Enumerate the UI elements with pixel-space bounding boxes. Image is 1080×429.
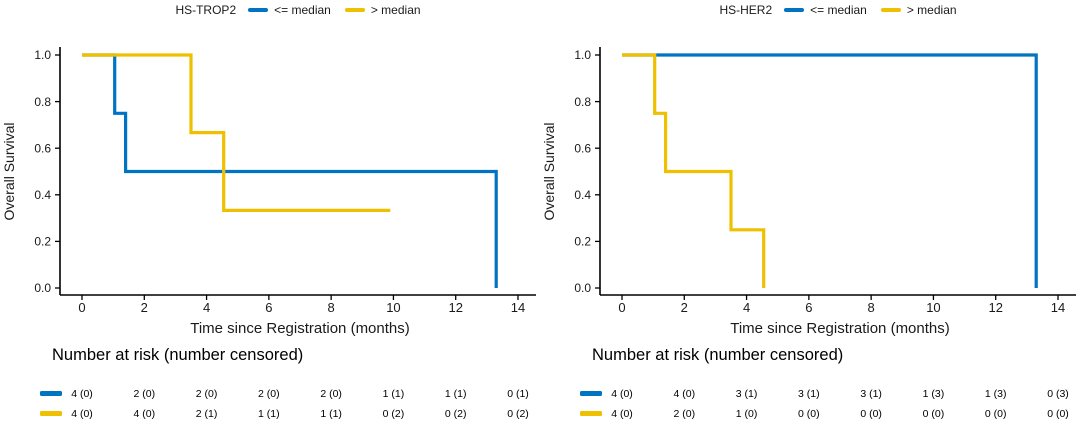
legend-label-blue: <= median xyxy=(274,3,331,17)
legend-entry-yellow: > median xyxy=(344,3,421,17)
y-tick-label: 1.0 xyxy=(34,48,51,62)
risk-value-blue-t14: 0 (3) xyxy=(1047,388,1069,400)
y-tick-label: 0.4 xyxy=(34,188,51,202)
legend-swatch-blue xyxy=(248,7,269,13)
risk-value-yellow-t12: 0 (0) xyxy=(984,408,1007,420)
risk-table-title: Number at risk (number censored) xyxy=(592,346,844,364)
risk-value-yellow-t8: 0 (0) xyxy=(860,408,882,420)
legend-title-hs-trop2: HS-TROP2 xyxy=(175,3,237,17)
x-tick-label: 8 xyxy=(868,300,875,315)
survival-plot-hs-trop2: 0 2 4 6 8 10 12 14 0.0 0.2 0.4 0.6 0.8 1.0 Overall Sur… xyxy=(1,47,536,337)
legend-entry-blue: <= median xyxy=(784,3,867,17)
x-tick-label: 0 xyxy=(618,300,625,315)
x-tick-label: 4 xyxy=(743,300,750,315)
risk-row-swatch-blue xyxy=(40,391,62,396)
y-tick-label: 0.2 xyxy=(34,235,51,249)
risk-table-title: Number at risk (number censored) xyxy=(52,346,304,364)
risk-value-yellow-t10: 0 (2) xyxy=(382,408,405,420)
risk-value-yellow-t14: 0 (2) xyxy=(507,408,529,420)
legend-label-blue: <= median xyxy=(810,3,867,17)
risk-table-hs-her2: Number at risk (number censored) 4 (0) 4 (… xyxy=(540,338,1080,429)
risk-value-yellow-t14: 0 (0) xyxy=(1047,408,1069,420)
x-tick-label: 12 xyxy=(448,300,462,315)
legend-title-hs-her2: HS-HER2 xyxy=(719,3,773,17)
risk-row-swatch-blue xyxy=(580,391,602,396)
risk-value-yellow-t6: 0 (0) xyxy=(798,408,820,420)
risk-row-swatch-yellow xyxy=(40,411,62,416)
risk-row-swatch-yellow xyxy=(580,411,602,416)
risk-value-yellow-t8: 1 (1) xyxy=(320,408,342,420)
legend-hs-her2: HS-HER2 <= median > median xyxy=(600,0,1076,20)
x-tick-label: 10 xyxy=(386,300,400,315)
x-axis-title: Time since Registration (months) xyxy=(190,320,410,337)
risk-value-blue-t2: 4 (0) xyxy=(673,388,696,400)
risk-value-yellow-t4: 1 (0) xyxy=(735,408,758,420)
x-tick-label: 6 xyxy=(805,300,812,315)
y-axis-title: Overall Survival xyxy=(541,122,557,220)
y-tick-label: 0.0 xyxy=(574,281,591,295)
survival-plot-hs-her2: 0 2 4 6 8 10 12 14 0.0 0.2 0.4 0.6 0.8 1.0 Overall Sur… xyxy=(541,47,1076,337)
legend-swatch-yellow xyxy=(344,7,365,13)
legend-label-yellow: > median xyxy=(370,3,421,17)
x-tick-label: 8 xyxy=(328,300,335,315)
risk-value-blue-t10: 1 (1) xyxy=(382,388,405,400)
legend-swatch-blue xyxy=(784,7,805,13)
risk-value-yellow-t2: 2 (0) xyxy=(673,408,696,420)
x-tick-label: 14 xyxy=(511,300,525,315)
x-tick-label: 2 xyxy=(141,300,148,315)
legend-swatch-yellow xyxy=(880,7,901,13)
risk-value-yellow-t4: 2 (1) xyxy=(195,408,218,420)
legend-hs-trop2: HS-TROP2 <= median > median xyxy=(60,0,536,20)
x-tick-label: 6 xyxy=(265,300,272,315)
y-axis-title: Overall Survival xyxy=(1,122,17,220)
x-tick-label: 0 xyxy=(78,300,85,315)
km-panel-hs-her2: HS-HER2 <= median > median 0 2 4 6 8 10 12 14 0.0 0.… xyxy=(540,0,1080,429)
y-tick-label: 1.0 xyxy=(574,48,591,62)
survival-curve-yellow xyxy=(82,53,391,212)
x-tick-label: 10 xyxy=(926,300,940,315)
survival-curve-blue xyxy=(622,53,1038,288)
risk-value-yellow-t0: 4 (0) xyxy=(71,408,93,420)
risk-value-blue-t2: 2 (0) xyxy=(133,388,156,400)
risk-value-blue-t12: 1 (1) xyxy=(444,388,467,400)
risk-value-blue-t8: 3 (1) xyxy=(860,388,882,400)
risk-value-yellow-t12: 0 (2) xyxy=(444,408,467,420)
risk-value-yellow-t10: 0 (0) xyxy=(922,408,945,420)
legend-label-yellow: > median xyxy=(906,3,957,17)
risk-value-blue-t8: 2 (0) xyxy=(320,388,342,400)
risk-value-blue-t4: 2 (0) xyxy=(195,388,218,400)
x-tick-label: 12 xyxy=(988,300,1002,315)
y-tick-label: 0.8 xyxy=(34,95,51,109)
risk-value-blue-t6: 3 (1) xyxy=(798,388,820,400)
risk-value-yellow-t2: 4 (0) xyxy=(133,408,156,420)
legend-entry-yellow: > median xyxy=(880,3,957,17)
risk-value-blue-t6: 2 (0) xyxy=(258,388,280,400)
survival-curve-yellow xyxy=(622,53,766,288)
risk-value-blue-t12: 1 (3) xyxy=(984,388,1007,400)
x-tick-label: 14 xyxy=(1051,300,1065,315)
risk-value-yellow-t0: 4 (0) xyxy=(611,408,633,420)
y-tick-label: 0.0 xyxy=(34,281,51,295)
x-tick-label: 4 xyxy=(203,300,210,315)
risk-value-blue-t4: 3 (1) xyxy=(735,388,758,400)
y-tick-label: 0.6 xyxy=(34,141,51,155)
risk-value-yellow-t6: 1 (1) xyxy=(258,408,280,420)
y-tick-label: 0.6 xyxy=(574,141,591,155)
y-tick-label: 0.8 xyxy=(574,95,591,109)
km-panel-hs-trop2: HS-TROP2 <= median > median 0 2 4 6 8 10 12 14 0.0 0… xyxy=(0,0,540,429)
risk-table-hs-trop2: Number at risk (number censored) 4 (0) 2 (… xyxy=(0,338,540,429)
y-tick-label: 0.4 xyxy=(574,188,591,202)
risk-value-blue-t0: 4 (0) xyxy=(71,388,93,400)
survival-curve-blue xyxy=(82,53,498,288)
y-tick-label: 0.2 xyxy=(574,235,591,249)
x-tick-label: 2 xyxy=(681,300,688,315)
risk-value-blue-t0: 4 (0) xyxy=(611,388,633,400)
x-axis-title: Time since Registration (months) xyxy=(730,320,950,337)
legend-entry-blue: <= median xyxy=(248,3,331,17)
risk-value-blue-t10: 1 (3) xyxy=(922,388,945,400)
risk-value-blue-t14: 0 (1) xyxy=(507,388,529,400)
